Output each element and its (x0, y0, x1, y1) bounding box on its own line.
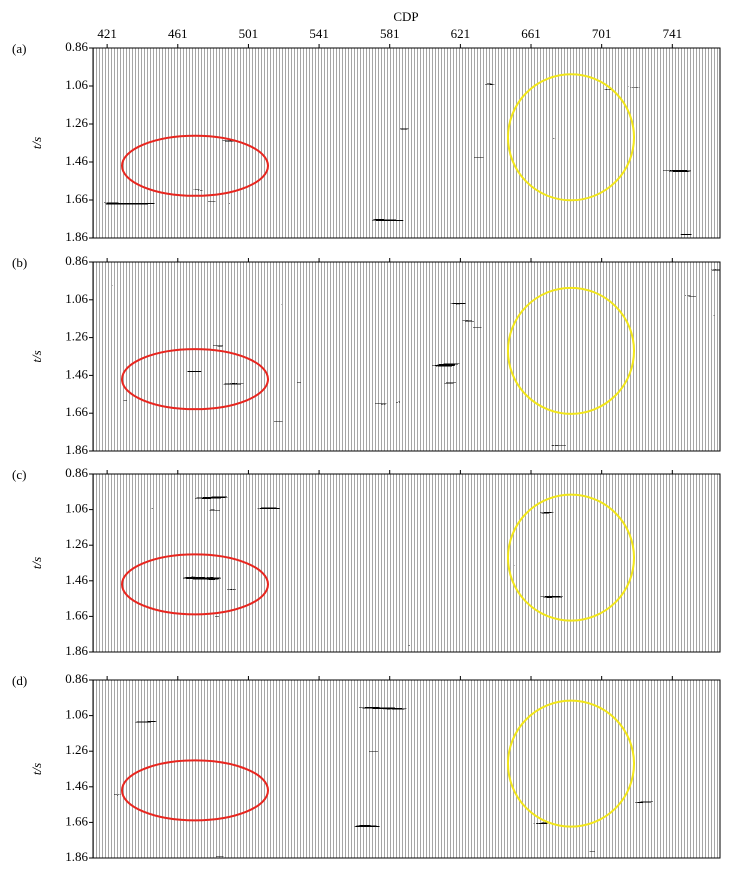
trace-overlay (93, 680, 720, 858)
red-highlight (121, 553, 269, 616)
y-axis-label: t/s (29, 763, 44, 775)
y-tick-label: 0.86 (65, 253, 88, 268)
y-tick-label: 1.86 (65, 643, 88, 658)
y-tick-label: 1.06 (65, 291, 88, 306)
yellow-highlight (507, 699, 635, 828)
panel-label: (c) (12, 467, 26, 482)
y-tick-label: 1.66 (65, 404, 88, 419)
y-tick-label: 1.46 (65, 572, 88, 587)
y-tick-label: 1.06 (65, 501, 88, 516)
x-axis-label: CDP (393, 9, 418, 24)
panel-frame (92, 261, 721, 452)
y-tick-label: 1.26 (65, 115, 88, 130)
x-tick-label: 701 (592, 26, 612, 41)
x-tick-label: 421 (97, 26, 117, 41)
y-tick-label: 0.86 (65, 465, 88, 480)
trace-overlay (93, 262, 720, 451)
y-tick-label: 1.86 (65, 442, 88, 457)
yellow-highlight (507, 286, 635, 415)
y-tick-label: 1.46 (65, 153, 88, 168)
y-axis-label: t/s (29, 350, 44, 362)
panel-label: (d) (12, 673, 27, 688)
red-highlight (121, 348, 269, 411)
x-tick-label: 541 (309, 26, 329, 41)
y-tick-label: 1.66 (65, 813, 88, 828)
y-axis-label: t/s (29, 137, 44, 149)
y-tick-label: 1.06 (65, 77, 88, 92)
trace-overlay (93, 474, 720, 652)
trace-overlay (93, 48, 720, 238)
y-tick-label: 1.46 (65, 366, 88, 381)
y-tick-label: 1.26 (65, 742, 88, 757)
panel-frame (92, 47, 721, 239)
x-tick-label: 461 (168, 26, 188, 41)
y-tick-label: 1.46 (65, 778, 88, 793)
red-highlight (121, 759, 269, 822)
panel-frame (92, 473, 721, 653)
y-tick-label: 1.26 (65, 329, 88, 344)
x-tick-label: 661 (521, 26, 541, 41)
y-axis-label: t/s (29, 557, 44, 569)
y-tick-label: 1.66 (65, 191, 88, 206)
y-tick-label: 1.86 (65, 849, 88, 864)
y-tick-label: 0.86 (65, 671, 88, 686)
y-tick-label: 1.26 (65, 536, 88, 551)
x-tick-label: 621 (451, 26, 471, 41)
y-tick-label: 1.06 (65, 707, 88, 722)
yellow-highlight (507, 73, 635, 202)
y-tick-label: 1.86 (65, 229, 88, 244)
y-tick-label: 0.86 (65, 39, 88, 54)
x-tick-label: 501 (239, 26, 259, 41)
y-tick-label: 1.66 (65, 607, 88, 622)
x-tick-label: 741 (663, 26, 683, 41)
x-tick-label: 581 (380, 26, 400, 41)
red-highlight (121, 134, 269, 197)
yellow-highlight (507, 493, 635, 622)
panel-frame (92, 679, 721, 859)
panel-label: (b) (12, 255, 27, 270)
panel-label: (a) (12, 41, 26, 56)
